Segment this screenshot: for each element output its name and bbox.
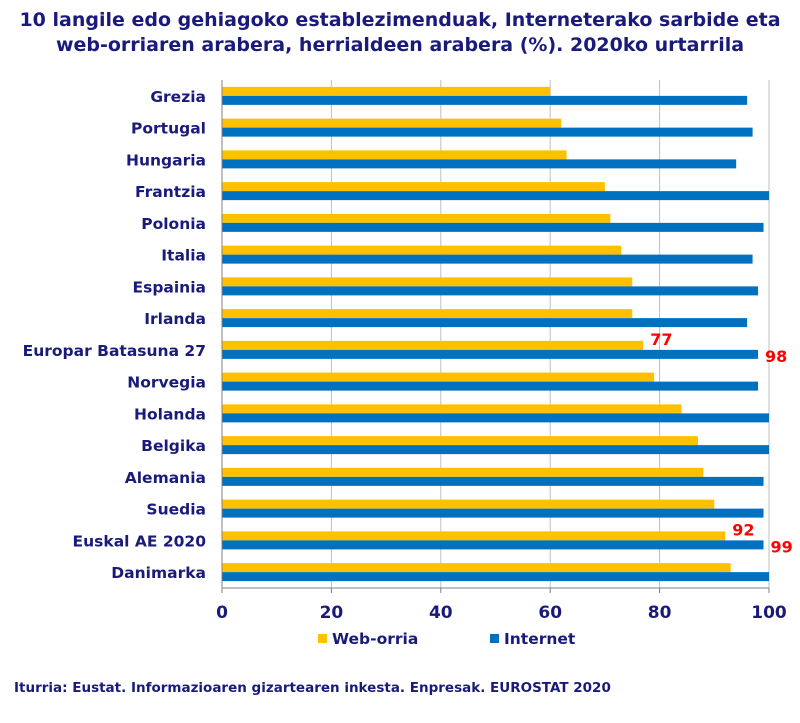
x-tick-label-80: 80 [648, 603, 672, 623]
data-label-web-orria-europar-batasuna-27: 77 [650, 330, 672, 349]
legend-label-internet: Internet [504, 630, 576, 648]
category-label-europar-batasuna-27: Europar Batasuna 27 [23, 342, 206, 360]
legend-swatch-web-orria [318, 634, 327, 643]
category-label-alemania: Alemania [125, 469, 206, 487]
title-line-2: web-orriaren arabera, herrialdeen araber… [55, 34, 745, 56]
source-note: Iturria: Eustat. Informazioaren gizartea… [14, 680, 611, 696]
bar-internet-polonia [222, 222, 764, 232]
bar-web-orria-grezia [222, 86, 551, 96]
x-tick-label-100: 100 [751, 603, 787, 623]
chart-title: 10 langile edo gehiagoko establezimendua… [0, 8, 800, 58]
bar-web-orria-europar-batasuna-27 [222, 340, 644, 350]
x-tick-label-0: 0 [216, 603, 228, 623]
category-label-portugal: Portugal [131, 120, 206, 138]
category-label-suedia: Suedia [146, 501, 206, 519]
bar-internet-euskal-ae-2020 [222, 540, 764, 550]
legend-swatch-internet [490, 634, 499, 643]
bar-internet-belgika [222, 445, 769, 455]
category-label-frantzia: Frantzia [135, 183, 206, 201]
title-line-1: 10 langile edo gehiagoko establezimendua… [19, 9, 781, 31]
bar-web-orria-holanda [222, 404, 682, 414]
category-label-irlanda: Irlanda [144, 310, 206, 328]
bar-internet-holanda [222, 413, 769, 423]
category-label-norvegia: Norvegia [127, 374, 206, 392]
bar-web-orria-alemania [222, 467, 704, 477]
category-label-belgika: Belgika [141, 437, 206, 455]
bar-internet-frantzia [222, 191, 769, 201]
category-label-hungaria: Hungaria [126, 151, 206, 169]
data-label-internet-euskal-ae-2020: 99 [771, 537, 793, 556]
bar-web-orria-suedia [222, 499, 715, 509]
x-tick-label-40: 40 [429, 603, 453, 623]
x-tick-label-20: 20 [320, 603, 344, 623]
bar-internet-alemania [222, 476, 764, 486]
category-label-polonia: Polonia [141, 215, 206, 233]
bar-web-orria-italia [222, 245, 622, 255]
data-label-internet-europar-batasuna-27: 98 [765, 347, 787, 366]
bar-web-orria-polonia [222, 213, 611, 223]
bar-internet-espainia [222, 286, 759, 296]
bar-web-orria-espainia [222, 277, 633, 287]
bar-internet-danimarka [222, 572, 769, 582]
bar-web-orria-danimarka [222, 563, 731, 573]
bar-web-orria-portugal [222, 118, 562, 128]
data-label-web-orria-euskal-ae-2020: 92 [732, 520, 754, 539]
bar-internet-grezia [222, 95, 748, 105]
bar-web-orria-euskal-ae-2020 [222, 531, 726, 541]
bar-internet-portugal [222, 127, 753, 137]
bar-internet-irlanda [222, 318, 748, 328]
category-label-grezia: Grezia [150, 88, 206, 106]
bar-web-orria-frantzia [222, 182, 605, 192]
category-label-danimarka: Danimarka [111, 564, 206, 582]
x-tick-label-60: 60 [538, 603, 562, 623]
category-label-euskal-ae-2020: Euskal AE 2020 [73, 532, 207, 550]
bar-web-orria-norvegia [222, 372, 655, 382]
legend-label-web-orria: Web-orria [332, 630, 418, 648]
bar-internet-suedia [222, 508, 764, 518]
bar-web-orria-belgika [222, 436, 698, 446]
bar-internet-europar-batasuna-27 [222, 349, 759, 359]
category-label-italia: Italia [161, 247, 206, 265]
bar-internet-italia [222, 254, 753, 264]
bar-web-orria-hungaria [222, 150, 567, 160]
bar-internet-norvegia [222, 381, 759, 391]
category-label-espainia: Espainia [133, 278, 207, 296]
bar-internet-hungaria [222, 159, 737, 169]
bar-web-orria-irlanda [222, 309, 633, 319]
category-label-holanda: Holanda [134, 405, 206, 423]
